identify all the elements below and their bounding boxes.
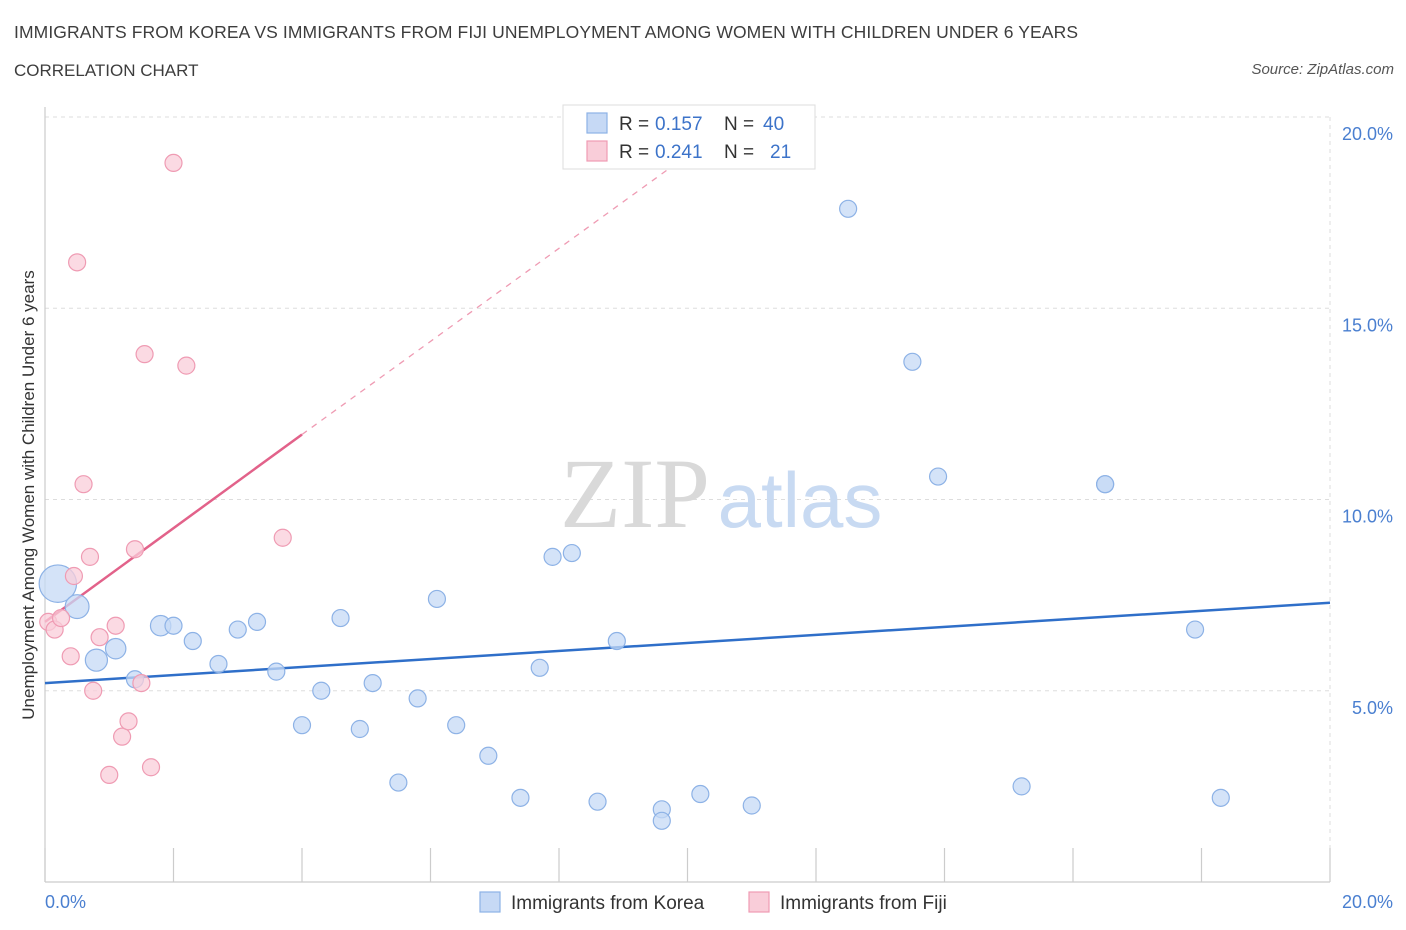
fiji-point-5 xyxy=(68,253,87,272)
fiji-point-15 xyxy=(132,673,151,693)
fiji-point-4 xyxy=(64,566,84,586)
y-tick-label-0: 5.0% xyxy=(1352,698,1393,718)
y-tick-label-3: 20.0% xyxy=(1342,124,1393,144)
korea-point-27 xyxy=(607,631,626,651)
fiji-trend-line xyxy=(44,433,303,623)
korea-point-8 xyxy=(209,654,228,674)
legend-korea-n-label: N = xyxy=(724,114,754,135)
korea-point-22 xyxy=(511,788,530,807)
korea-point-37 xyxy=(1096,475,1115,494)
korea-point-16 xyxy=(363,673,382,693)
korea-trend-line xyxy=(44,601,1331,685)
korea-point-31 xyxy=(742,796,761,815)
source-label: Source: ZipAtlas.com xyxy=(1251,61,1394,78)
korea-point-10 xyxy=(247,612,267,632)
series-legend: Immigrants from Korea Immigrants from Fi… xyxy=(479,891,947,914)
legend-korea-n-value: 40 xyxy=(763,114,784,135)
legend-fiji-r-label: R = xyxy=(619,142,649,163)
korea-point-29 xyxy=(652,811,671,830)
korea-point-3 xyxy=(104,637,127,660)
correlation-legend: R = 0.157 N = 40 R = 0.241 N = 21 xyxy=(562,104,816,170)
korea-point-23 xyxy=(530,658,549,677)
korea-point-30 xyxy=(691,784,710,804)
korea-point-9 xyxy=(228,620,247,639)
data-points xyxy=(38,153,1230,830)
fiji-point-11 xyxy=(106,616,125,635)
fiji-point-19 xyxy=(177,356,196,375)
korea-point-2 xyxy=(84,648,109,672)
korea-point-32 xyxy=(839,199,858,218)
korea-point-13 xyxy=(312,681,331,700)
korea-point-19 xyxy=(427,589,447,609)
x-tick-label-1: 20.0% xyxy=(1342,892,1393,912)
korea-point-21 xyxy=(479,746,498,765)
chart-subtitle: CORRELATION CHART xyxy=(14,61,199,80)
fiji-point-10 xyxy=(100,765,119,785)
fiji-point-14 xyxy=(125,540,145,559)
watermark-atlas: atlas xyxy=(718,456,883,544)
fiji-point-7 xyxy=(80,547,100,566)
fiji-point-3 xyxy=(61,647,80,666)
fiji-point-20 xyxy=(273,528,292,547)
fiji-point-12 xyxy=(112,727,132,746)
legend-fiji-n-label: N = xyxy=(724,142,754,163)
y-axis-label: Unemployment Among Women with Children U… xyxy=(19,270,38,719)
x-tick-label-0: 0.0% xyxy=(45,892,86,912)
legend-korea-swatch xyxy=(586,112,608,134)
fiji-point-18 xyxy=(164,153,183,172)
korea-point-18 xyxy=(408,689,427,708)
bottom-legend-korea-label: Immigrants from Korea xyxy=(511,893,705,914)
legend-fiji-swatch xyxy=(586,140,608,162)
korea-point-20 xyxy=(447,716,466,735)
korea-point-15 xyxy=(350,719,369,739)
legend-korea-r-label: R = xyxy=(619,114,649,135)
korea-point-12 xyxy=(292,716,312,735)
bottom-legend-korea-swatch xyxy=(479,891,501,913)
fiji-point-13 xyxy=(119,712,138,731)
legend-korea-r-value: 0.157 xyxy=(655,114,703,135)
korea-point-1 xyxy=(64,594,90,620)
fiji-point-17 xyxy=(141,758,161,777)
korea-point-35 xyxy=(1012,777,1031,796)
watermark-zip: ZIP xyxy=(560,438,710,549)
fiji-point-2 xyxy=(51,608,71,628)
chart-title: IMMIGRANTS FROM KOREA VS IMMIGRANTS FROM… xyxy=(14,22,1079,42)
korea-point-34 xyxy=(928,467,948,486)
korea-point-14 xyxy=(331,608,350,628)
tick-labels: 5.0% 10.0% 15.0% 20.0% 0.0% 20.0% xyxy=(45,124,1393,912)
korea-point-17 xyxy=(389,773,408,792)
fiji-point-6 xyxy=(74,475,93,494)
y-tick-label-2: 15.0% xyxy=(1342,315,1393,335)
watermark: ZIP atlas xyxy=(560,438,882,549)
korea-point-24 xyxy=(543,547,562,566)
korea-point-39 xyxy=(1211,788,1230,807)
korea-point-38 xyxy=(1185,620,1205,639)
y-tick-label-1: 10.0% xyxy=(1342,507,1393,527)
legend-fiji-r-value: 0.241 xyxy=(655,142,703,163)
fiji-point-16 xyxy=(135,345,154,364)
legend-fiji-n-value: 21 xyxy=(770,142,791,163)
axes xyxy=(44,107,1331,883)
korea-point-33 xyxy=(903,352,922,371)
bottom-legend-fiji-label: Immigrants from Fiji xyxy=(780,893,947,914)
korea-point-11 xyxy=(267,662,286,681)
korea-point-7 xyxy=(183,631,202,651)
fiji-point-9 xyxy=(90,628,109,647)
korea-point-26 xyxy=(588,792,607,811)
korea-point-25 xyxy=(562,543,581,563)
korea-point-6 xyxy=(164,616,183,635)
bottom-legend-fiji-swatch xyxy=(748,891,770,913)
fiji-point-8 xyxy=(84,681,103,700)
fiji-trend-extension xyxy=(301,154,688,436)
trend-lines xyxy=(44,154,1331,685)
